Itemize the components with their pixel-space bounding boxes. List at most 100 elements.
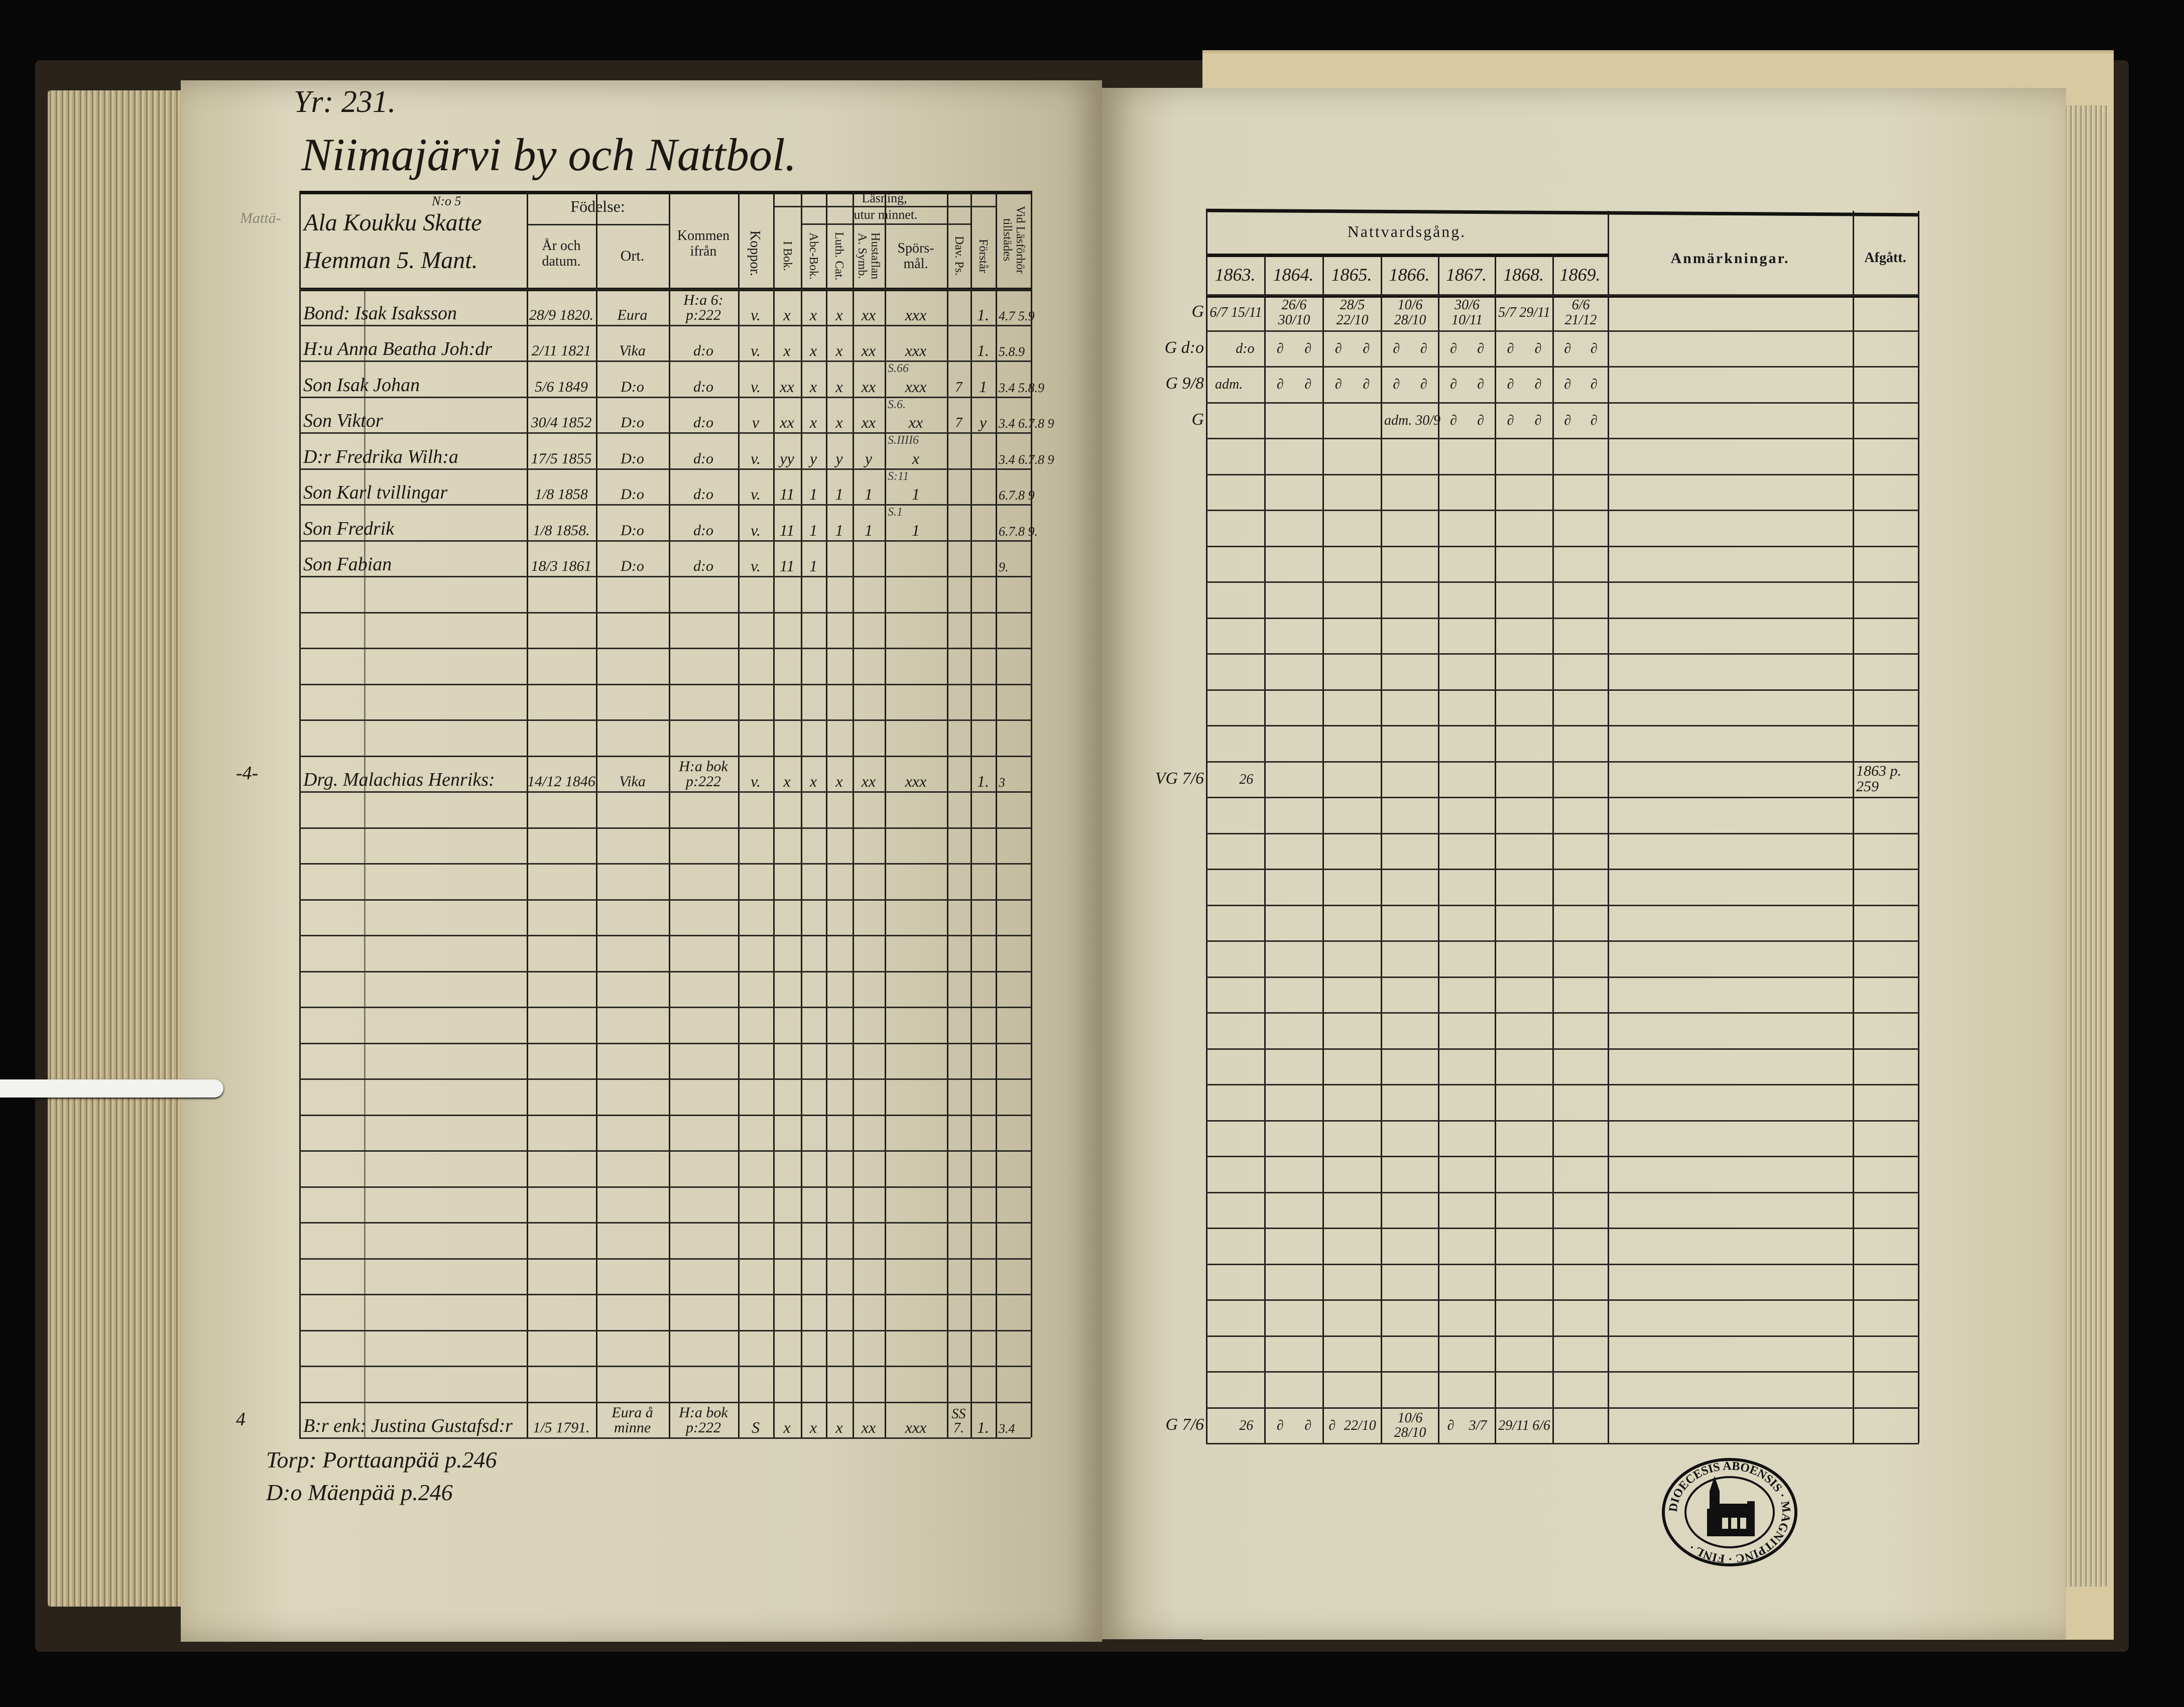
communion-year-cell: 10/6 28/10 [1382,1409,1438,1443]
cell-dav-ps [947,504,970,540]
year-header: 1863. [1215,265,1256,285]
column-rule [364,288,366,1437]
row-rule [299,863,1031,865]
cell-name: Son Fabian [303,554,392,575]
column-rule [801,191,802,1437]
row-rule [1206,617,1919,619]
cell-sporsmal: xxx [905,772,927,790]
row-rule [1206,1120,1919,1122]
row-rule [1206,1048,1919,1050]
cell-koppor: v. [751,305,761,324]
footnote-torp-2: D:o Mäenpää p.246 [266,1480,453,1505]
row-rule [299,1366,1031,1367]
communion-date: ∂ [1420,377,1427,393]
cell-dav-ps [947,432,970,468]
row-rule [1206,1228,1919,1229]
cell-abc-bok: x [809,305,817,324]
cell-birth-date: 14/12 1846 [527,773,595,790]
cell-birth-date: 1/8 1858. [533,522,590,539]
communion-year-cell: ∂ ∂ [1324,368,1381,402]
communion-year-cell: ∂ ∂ [1496,332,1552,366]
cell-birth-date: 18/3 1861 [531,558,592,574]
cell-name: Son Isak Johan [303,374,420,396]
communion-year-cell: ∂ ∂ [1382,332,1438,366]
cell-abc-bok: x [809,341,817,359]
cell-name: Bond: Isak Isaksson [303,302,457,324]
left-page [181,80,1102,1642]
cell-birth-date: 1/8 1858 [535,486,588,503]
row-rule [299,1007,1031,1008]
cell-abc-bok: x [809,1418,817,1436]
communion-date: ∂ [1450,340,1457,356]
communion-year-cell: ∂ ∂ [1324,332,1381,366]
column-rule [996,191,997,1437]
cell-koppor: v. [751,521,761,539]
cell-lasforhor: 6.7.8 9 [999,488,1035,503]
cell-luth-cat: y [835,449,843,467]
communion-year-cell: 26/6 30/10 [1266,296,1322,330]
reading-note: S.6. [888,398,906,411]
communion-year-cell: 29/11 6/6 [1496,1409,1552,1443]
communion-date: ∂ [1363,340,1370,356]
communion-year-cell: 26 [1207,1409,1264,1443]
row-rule [299,683,1031,685]
row-rule [1206,510,1919,511]
row-rule [1206,725,1919,726]
cell-birth-date: 5/6 1849 [535,378,588,395]
row-rule [299,899,1031,901]
row-rule [1206,473,1919,475]
cell-koppor: v. [751,377,761,396]
cell-hustaflan: xx [861,341,876,359]
communion-date: ∂ [1328,1417,1336,1433]
cell-koppor: S [752,1418,760,1436]
row-rule [299,468,1031,470]
cell-sporsmal [885,540,947,576]
row-rule [299,755,1031,757]
cell-koppor: v. [751,557,761,575]
communion-date: adm. [1215,377,1243,393]
cell-lasforhor: 3.4 6.7.8 9 [999,452,1054,467]
communion-prefix: G [1191,302,1204,321]
column-rule [1438,254,1439,1443]
cell-abc-bok: x [809,772,817,790]
cell-hustaflan: xx [861,305,876,324]
year-header: 1865. [1331,265,1372,285]
cell-i-bok: yy [780,449,794,467]
row-rule [299,576,1031,577]
cell-forstar [970,540,996,576]
communion-date: 26 [1239,771,1254,787]
cell-abc-bok: x [809,413,817,431]
communion-date: ∂ [1276,377,1284,393]
row-rule [1206,797,1919,798]
communion-year-cell: ∂ ∂ [1439,404,1495,438]
cell-sporsmal: xxx [905,1418,927,1436]
cell-birth-place: D:o [621,414,644,431]
communion-year-cell [1266,763,1322,797]
column-rule [1264,254,1266,1443]
communion-year-cell [1324,763,1381,797]
row-rule [299,1186,1031,1188]
diocese-stamp: DIOECESIS ABOENSIS · MAGNITPINC · FINL · [1662,1458,1797,1566]
row-rule [1206,869,1919,870]
header-nattvardsgang: Nattvardsgång. [1347,222,1467,240]
cell-sporsmal: 1 [912,485,920,503]
reading-note: S.1 [888,506,903,519]
row-rule [299,1401,1031,1403]
communion-date: 10/11 [1451,312,1483,328]
cell-birth-place: D:o [621,522,644,539]
bookmark-strip [0,1079,223,1098]
margin-mark: 4 [236,1408,246,1430]
cell-i-bok: 11 [779,485,795,503]
communion-year-cell: 10/6 28/10 [1382,296,1438,330]
cell-sporsmal: xxx [905,377,927,396]
row-rule [299,719,1031,721]
communion-year-cell [1439,763,1495,797]
cell-birth-place: Vika [619,342,646,359]
communion-date: 28/10 [1394,312,1426,328]
cell-birth-date: 2/11 1821 [531,342,591,359]
communion-year-cell: adm. [1207,368,1264,402]
communion-date: ∂ [1564,340,1571,356]
cell-name: Drg. Malachias Henriks: [303,769,495,790]
communion-date: 10/6 [1397,297,1423,313]
table-top-rule [299,191,1031,194]
